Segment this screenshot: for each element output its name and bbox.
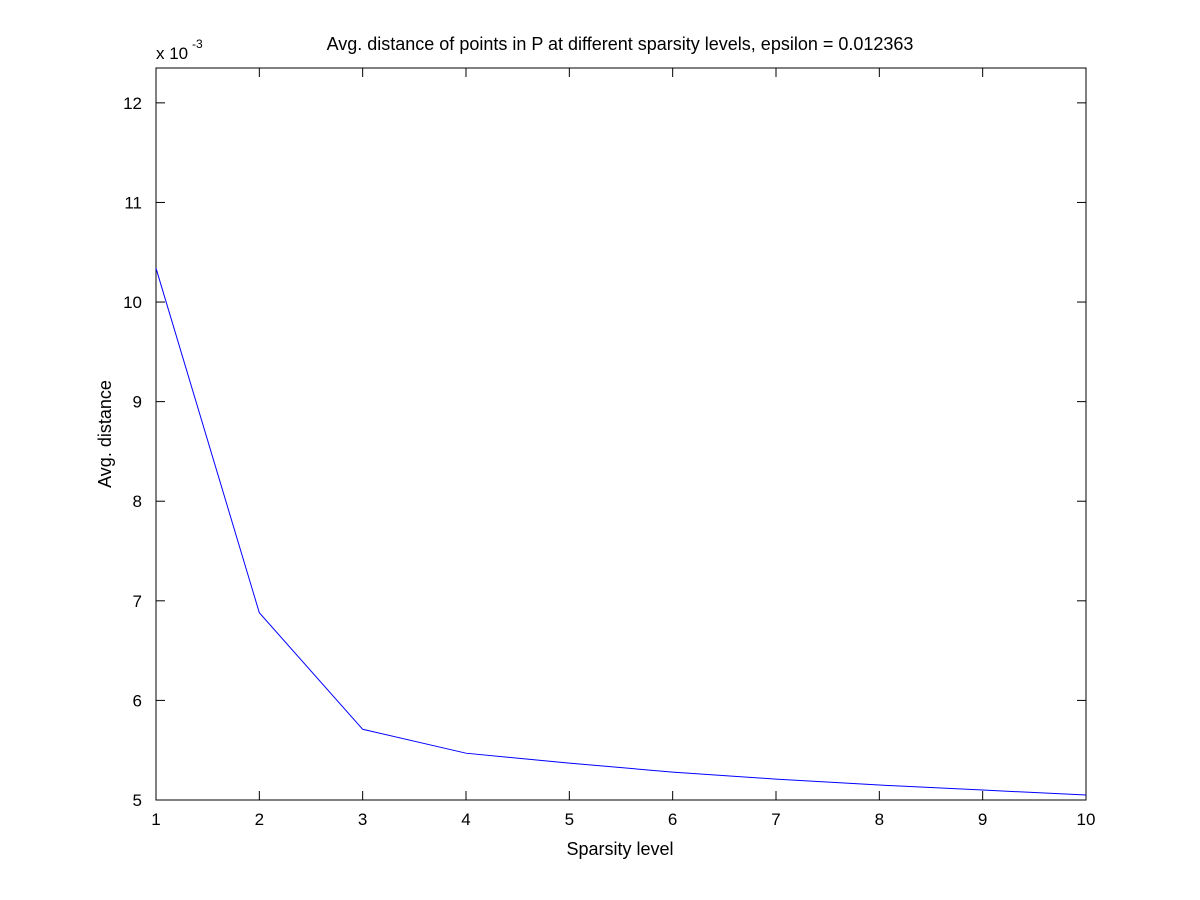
series-layer [155, 268, 1087, 796]
y-tick-label: 11 [124, 193, 142, 212]
plot-area [155, 67, 1087, 801]
y-tick-label: 12 [123, 94, 142, 113]
y-tick-label: 6 [133, 691, 142, 710]
x-axis-label: Sparsity level [566, 839, 673, 859]
y-tick-label: 5 [133, 791, 142, 810]
x-tick-label: 9 [978, 810, 987, 829]
x-tick-label: 5 [565, 810, 574, 829]
x-tick-label: 8 [875, 810, 884, 829]
x-tick-label: 3 [358, 810, 367, 829]
x-tick-label: 4 [461, 810, 470, 829]
y-tick-label: 9 [133, 393, 142, 412]
y-exponent-label: x 10 [156, 44, 188, 63]
chart-title: Avg. distance of points in P at differen… [327, 34, 914, 54]
x-tick-label: 7 [771, 810, 780, 829]
axis-ticks [155, 68, 1087, 801]
y-tick-label: 7 [133, 592, 142, 611]
x-tick-label: 6 [668, 810, 677, 829]
series-line [155, 268, 1087, 796]
y-tick-label: 8 [133, 492, 142, 511]
x-tick-label: 1 [151, 810, 160, 829]
x-tick-label: 2 [255, 810, 264, 829]
y-tick-label: 10 [123, 293, 142, 312]
x-tick-label: 10 [1077, 810, 1096, 829]
y-axis-label: Avg. distance [95, 380, 115, 488]
y-exponent-power: -3 [192, 37, 203, 51]
